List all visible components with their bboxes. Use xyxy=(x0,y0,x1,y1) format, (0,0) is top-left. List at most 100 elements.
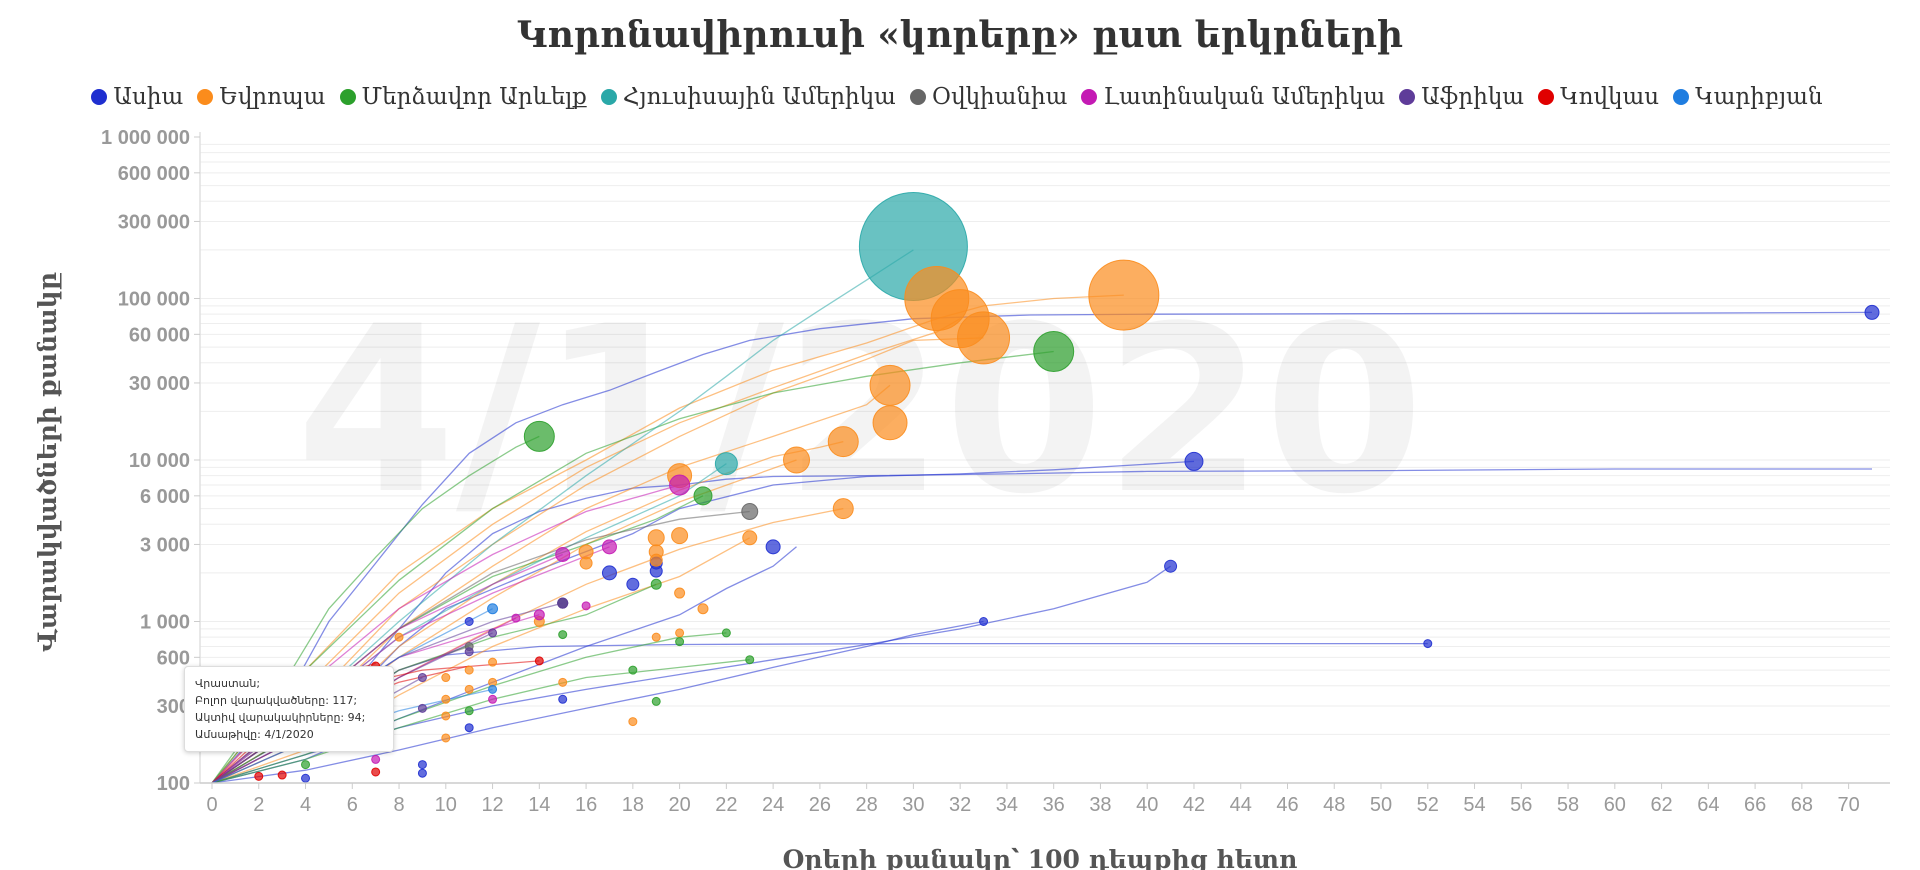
data-point xyxy=(417,768,427,778)
legend-label: Հյուսիսային Ամերիկա xyxy=(622,84,896,110)
data-point xyxy=(417,673,427,683)
x-tick-label: 54 xyxy=(1463,794,1485,816)
series-line xyxy=(211,468,1872,784)
x-tick-label: 40 xyxy=(1136,794,1158,816)
chart-title: Կորոնավիրուսի «կորերը» ըստ երկրների xyxy=(516,14,1404,56)
x-tick-label: 66 xyxy=(1744,794,1766,816)
data-point xyxy=(464,647,474,657)
data-point xyxy=(301,773,311,783)
data-point xyxy=(1184,451,1204,471)
x-tick-label: 26 xyxy=(809,794,831,816)
data-point xyxy=(371,767,381,777)
data-point xyxy=(697,603,709,615)
x-tick-label: 56 xyxy=(1510,794,1532,816)
data-point xyxy=(1164,559,1178,573)
data-point xyxy=(872,405,908,441)
data-point xyxy=(511,613,521,623)
x-tick-label: 8 xyxy=(393,794,404,816)
x-tick-label: 36 xyxy=(1043,794,1065,816)
legend-item[interactable]: Մերձավոր Արևելք xyxy=(339,84,587,110)
legend-label: Եվրոպա xyxy=(219,84,326,110)
data-point xyxy=(558,694,568,704)
legend-item[interactable]: Լատինական Ամերիկա xyxy=(1081,84,1385,110)
legend-item[interactable]: Օվկիանիա xyxy=(909,84,1067,110)
legend-marker xyxy=(600,89,617,105)
y-tick-label: 100 000 xyxy=(118,289,190,311)
data-point xyxy=(488,657,498,667)
legend-marker xyxy=(909,89,926,105)
x-tick-label: 64 xyxy=(1697,794,1719,816)
data-point xyxy=(464,706,474,716)
series-line xyxy=(211,642,1428,784)
tooltip-line: Բոլոր վարակվածները: 117; xyxy=(195,694,358,707)
x-tick-label: 14 xyxy=(528,794,550,816)
x-tick-label: 22 xyxy=(715,794,737,816)
data-point xyxy=(671,527,689,545)
data-point xyxy=(651,632,661,642)
data-point xyxy=(371,754,381,764)
data-point xyxy=(651,696,661,706)
y-tick-label: 1 000 000 xyxy=(101,127,190,149)
data-point xyxy=(464,723,474,733)
x-tick-label: 20 xyxy=(668,794,690,816)
x-tick-label: 2 xyxy=(253,794,264,816)
data-point xyxy=(488,628,498,638)
series-line xyxy=(211,318,961,784)
legend-item[interactable]: Կովկաս xyxy=(1538,84,1659,110)
data-point xyxy=(441,733,451,743)
x-axis-title: Օրերի քանակը՝ 100 դեպքից հետո xyxy=(783,845,1298,870)
legend-item[interactable]: Աֆրիկա xyxy=(1399,84,1524,110)
data-point xyxy=(675,637,685,647)
y-tick-label: 600 xyxy=(157,647,190,669)
x-tick-label: 52 xyxy=(1417,794,1439,816)
legend-marker xyxy=(91,89,108,105)
legend-label: Ասիա xyxy=(113,84,184,110)
data-point xyxy=(417,703,427,713)
data-point xyxy=(533,609,545,621)
legend-label: Լատինական Ամերիկա xyxy=(1103,84,1386,110)
data-point xyxy=(827,426,859,458)
x-tick-label: 70 xyxy=(1837,794,1859,816)
data-point xyxy=(558,677,568,687)
x-tick-label: 16 xyxy=(575,794,597,816)
legend-item[interactable]: Եվրոպա xyxy=(197,84,326,110)
legend-marker xyxy=(1673,89,1690,105)
data-point xyxy=(869,364,911,406)
x-tick-label: 44 xyxy=(1230,794,1252,816)
x-tick-label: 28 xyxy=(856,794,878,816)
grid-layer xyxy=(200,143,1890,784)
data-point xyxy=(1033,330,1075,372)
x-tick-label: 46 xyxy=(1276,794,1298,816)
data-point xyxy=(626,577,640,591)
data-point xyxy=(581,601,591,611)
data-point xyxy=(464,617,474,626)
legend-marker xyxy=(1399,89,1416,105)
x-tick-label: 42 xyxy=(1183,794,1205,816)
legend-marker xyxy=(1081,89,1098,105)
x-tick-label: 0 xyxy=(206,794,217,816)
data-point xyxy=(741,502,759,520)
y-tick-label: 100 xyxy=(157,773,190,795)
series-line xyxy=(211,350,1054,784)
data-point xyxy=(957,311,1011,365)
y-axis-title: Վարակվածների քանակը xyxy=(33,272,62,652)
data-point xyxy=(649,553,663,567)
data-point xyxy=(675,628,685,638)
data-point xyxy=(558,630,568,640)
x-tick-label: 32 xyxy=(949,794,971,816)
x-tick-label: 50 xyxy=(1370,794,1392,816)
data-point xyxy=(628,665,638,675)
series-line xyxy=(211,294,1124,784)
legend-item[interactable]: Հյուսիսային Ամերիկա xyxy=(600,84,896,110)
legend-marker xyxy=(339,89,356,105)
legend-item[interactable]: Կարիբյան xyxy=(1673,84,1823,110)
legend-marker xyxy=(197,89,214,105)
tooltip-line: Ակտիվ վարակակիրները: 94; xyxy=(195,711,366,724)
data-point xyxy=(742,530,758,546)
data-point xyxy=(714,452,738,476)
y-tick-label: 3 000 xyxy=(140,534,190,556)
data-point xyxy=(417,760,427,770)
legend-item[interactable]: Ասիա xyxy=(91,84,183,110)
data-point xyxy=(650,578,662,590)
x-tick-label: 18 xyxy=(622,794,644,816)
